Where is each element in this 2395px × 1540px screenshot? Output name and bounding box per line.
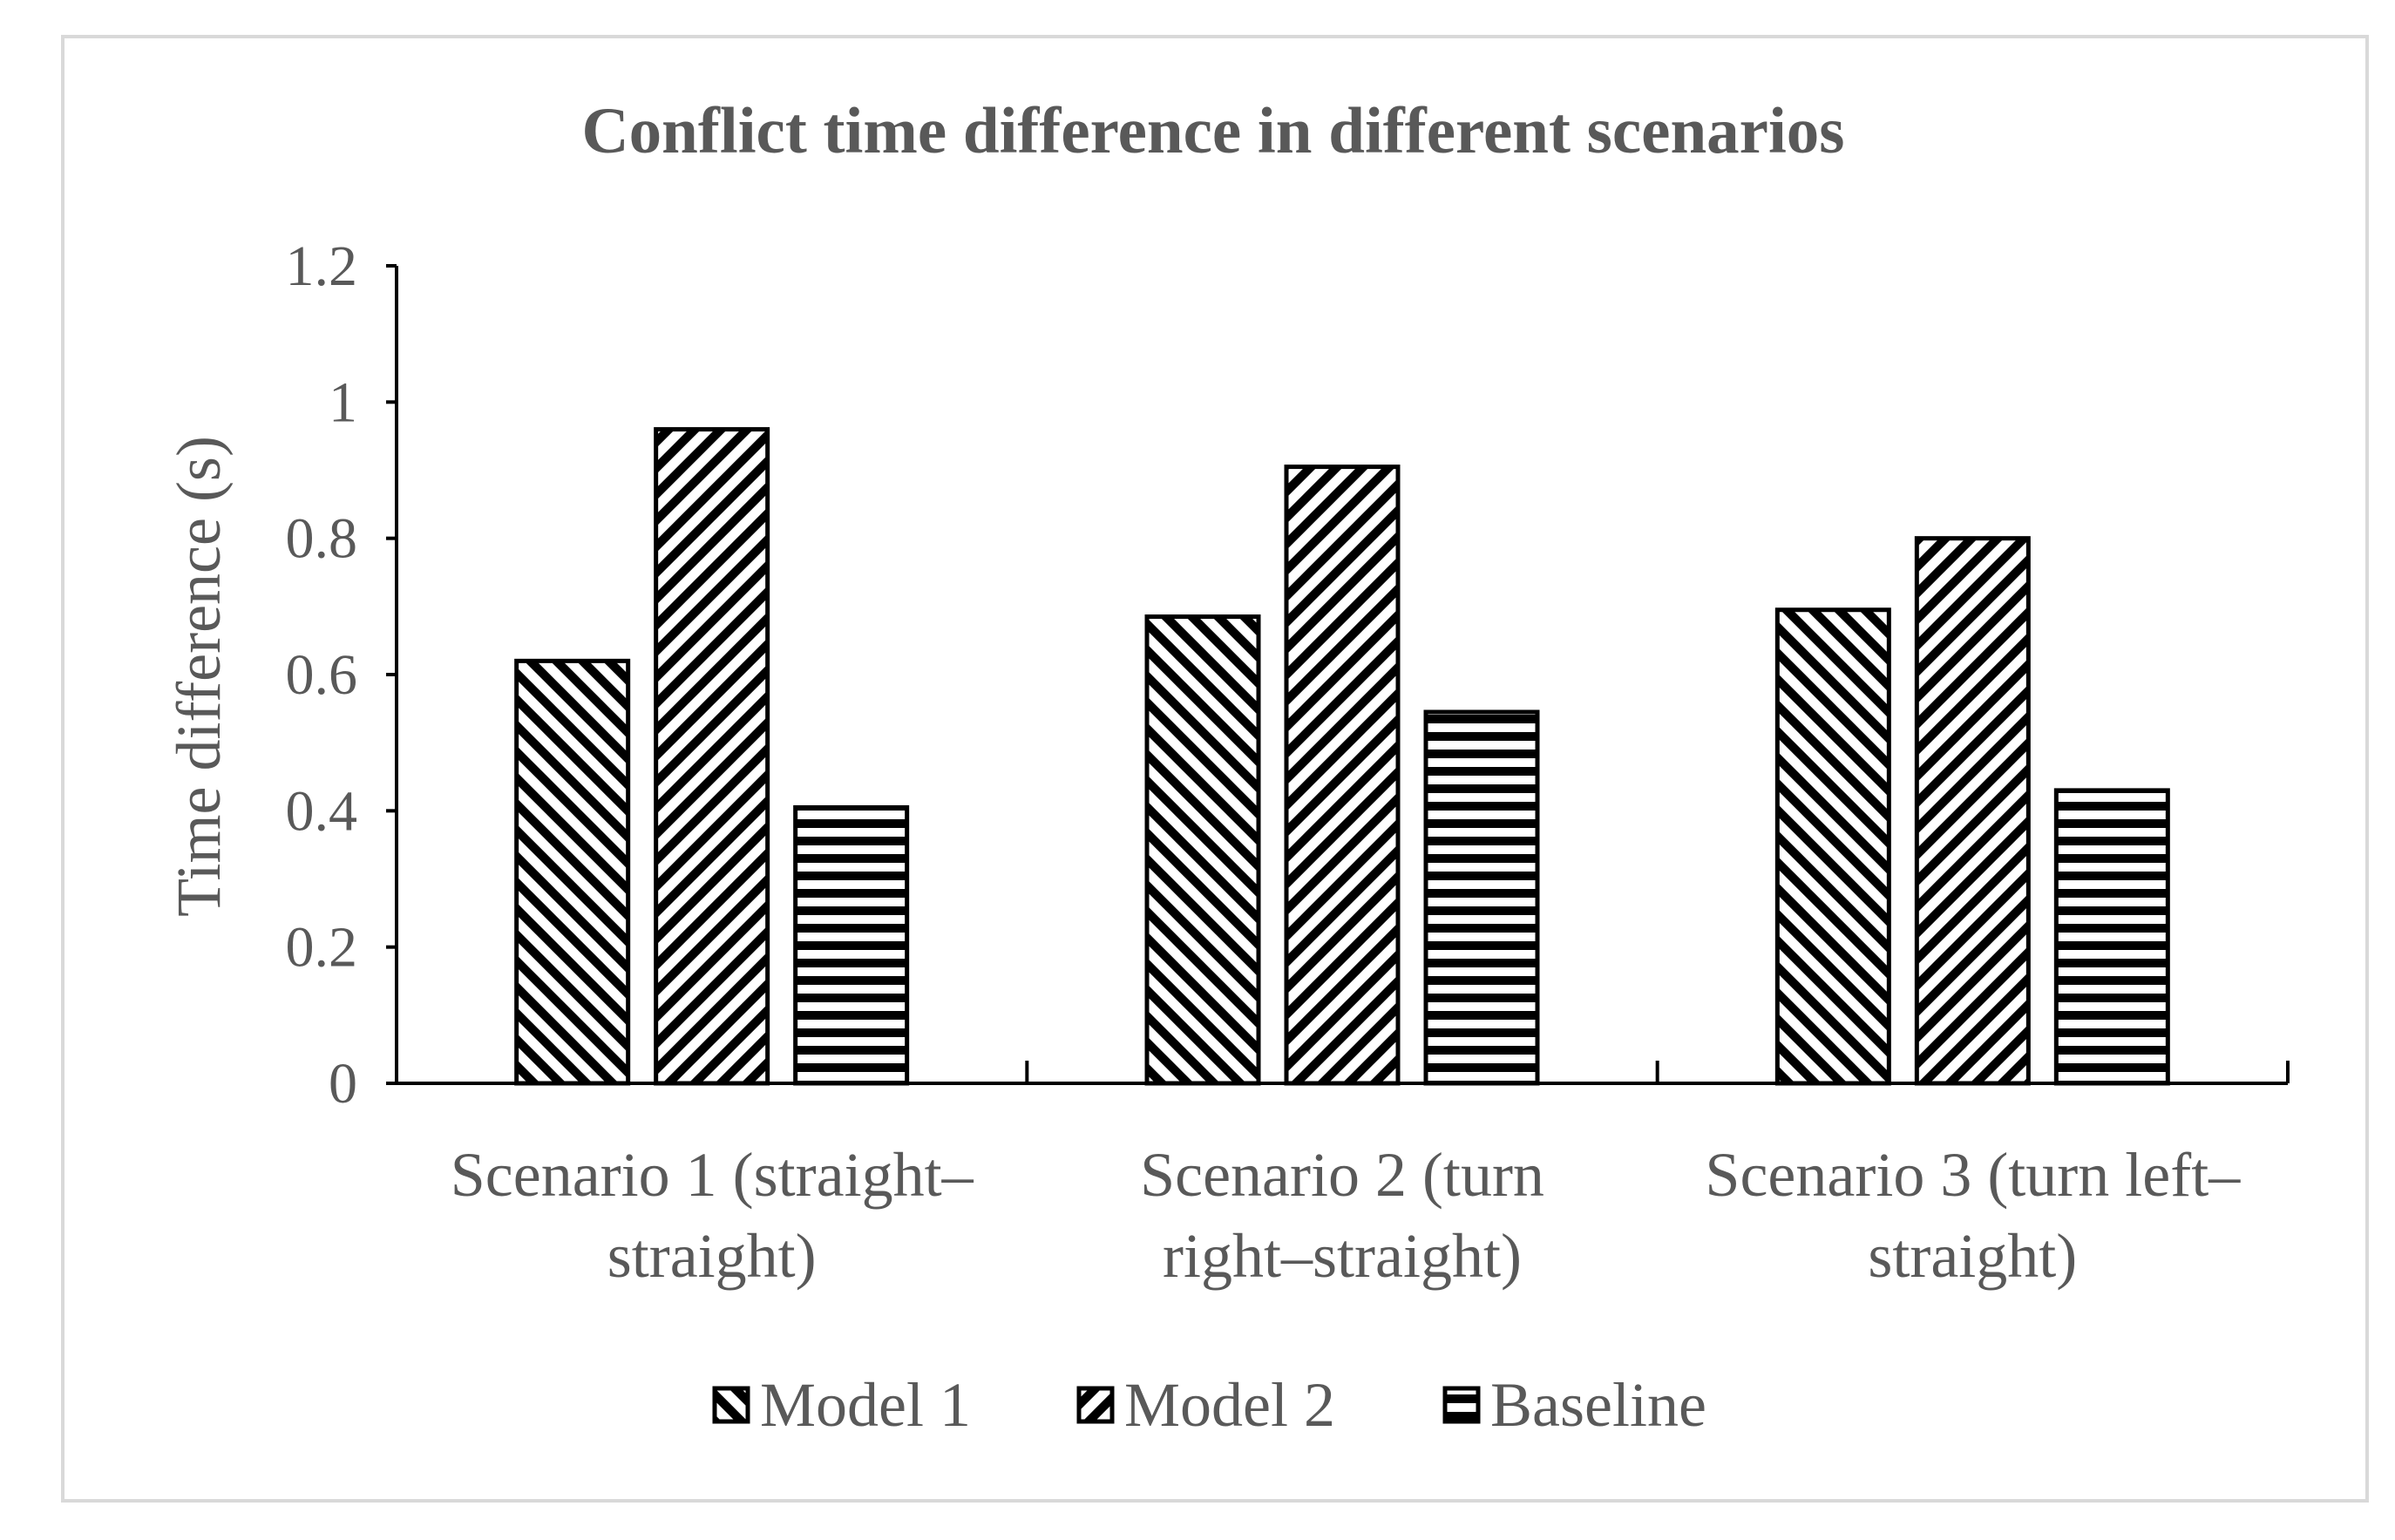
legend-label: Model 1 (760, 1370, 971, 1440)
x-category-label: Scenario 2 (turn right–straight) (1140, 1140, 1544, 1291)
x-category-label-line: Scenario 3 (turn left– (1705, 1140, 2241, 1210)
y-tick-label: 0.6 (286, 643, 358, 707)
bar-model-1 (1144, 614, 1261, 1086)
x-category-label-line: straight) (607, 1221, 817, 1291)
bar-baseline (1423, 709, 1540, 1086)
y-tick-label: 0.8 (286, 507, 358, 571)
x-category-label: Scenario 1 (straight– straight) (451, 1140, 974, 1291)
bar-model-2 (654, 427, 770, 1086)
legend-label: Model 2 (1124, 1370, 1335, 1440)
x-category-label-line: straight) (1868, 1221, 2077, 1291)
legend: Model 1 Model 2 Baseline (712, 1370, 1706, 1440)
bar-baseline (793, 804, 910, 1086)
legend-swatch-baseline (1442, 1386, 1481, 1424)
legend-swatch-model-2 (1076, 1386, 1115, 1424)
bar-model-1 (514, 658, 631, 1086)
legend-swatch-model-1 (712, 1386, 750, 1424)
bar-model-1 (1774, 607, 1891, 1086)
plot-area: 0 0.2 0.4 0.6 0.8 1 1.2 Scenario 1 (straight– st… (286, 234, 2290, 1291)
y-tick-label: 1 (329, 370, 357, 434)
y-tick-label: 0 (329, 1052, 357, 1116)
x-category-label-line: Scenario 1 (straight– (451, 1140, 974, 1210)
bar-baseline (2053, 788, 2170, 1086)
y-tick-label: 0.2 (286, 916, 358, 980)
legend-label: Baseline (1490, 1370, 1706, 1440)
y-tick-label: 1.2 (286, 234, 358, 298)
bar-model-2 (1284, 465, 1401, 1086)
bar-model-2 (1914, 536, 2031, 1086)
chart-title: Conflict time difference in different sc… (582, 95, 1845, 167)
x-category-label-line: Scenario 2 (turn (1140, 1140, 1544, 1210)
y-axis-label: Time difference (s) (164, 436, 234, 917)
x-category-label: Scenario 3 (turn left– straight) (1705, 1140, 2241, 1291)
x-category-label-line: right–straight) (1163, 1221, 1522, 1291)
y-tick-label: 0.4 (286, 779, 358, 843)
